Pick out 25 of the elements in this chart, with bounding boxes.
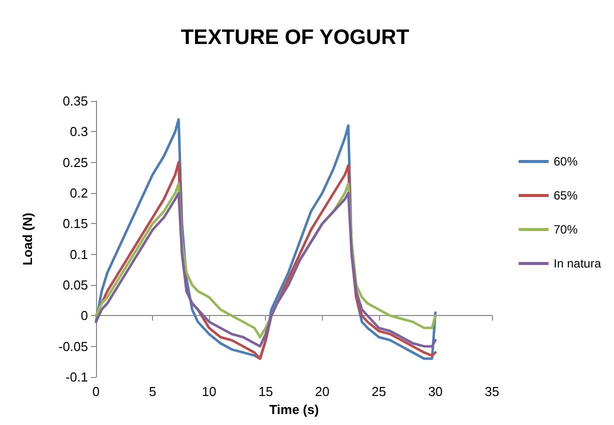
y-axis-title: Load (N) [20, 212, 35, 266]
chart-title: TEXTURE OF YOGURT [180, 26, 410, 49]
x-tick-label: 30 [428, 384, 443, 399]
y-tick-label: 0.1 [70, 246, 88, 262]
legend-label: 65% [554, 188, 578, 202]
x-tick-label: 5 [148, 384, 156, 399]
legend-label: In natura [554, 256, 602, 270]
y-tick-label: -0.1 [66, 370, 88, 384]
y-tick-label: -0.05 [58, 338, 88, 354]
x-tick-label: 10 [202, 384, 216, 399]
legend-label: 70% [554, 222, 578, 236]
y-tick-label: 0.3 [70, 124, 88, 140]
y-tick-label: 0.15 [62, 216, 88, 232]
y-tick-label: 0.25 [62, 154, 88, 170]
x-tick-label: 15 [258, 384, 273, 399]
y-tick-label: 0 [80, 308, 88, 324]
x-tick-label: 20 [315, 384, 330, 399]
y-tick-label: 0.2 [70, 186, 88, 200]
x-tick-label: 35 [484, 384, 500, 399]
y-tick-label: 0.35 [62, 94, 88, 108]
y-tick-label: 0.05 [62, 278, 88, 292]
legend-label: 60% [554, 154, 578, 168]
x-axis-title: Time (s) [269, 402, 319, 417]
x-tick-label: 0 [92, 384, 100, 399]
x-tick-label: 25 [372, 384, 386, 399]
